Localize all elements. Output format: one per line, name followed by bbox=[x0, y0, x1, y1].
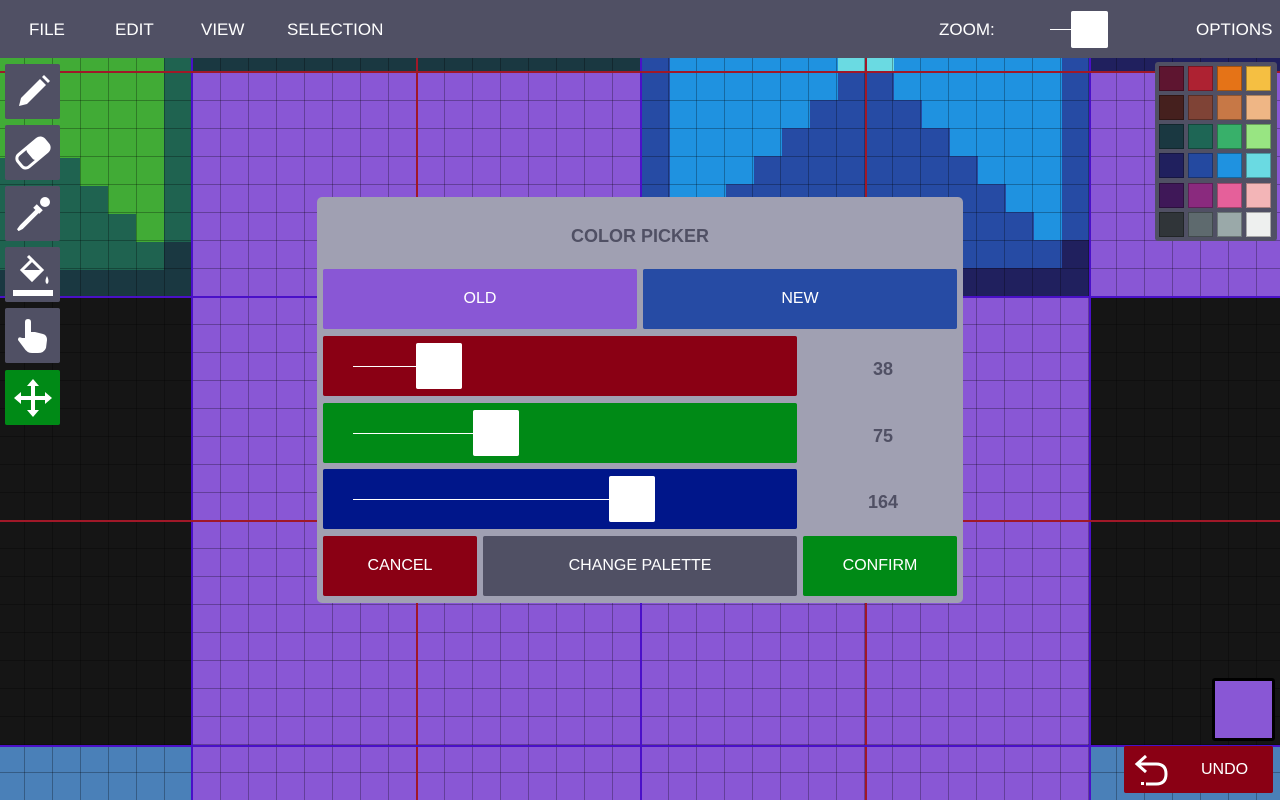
green-slider[interactable] bbox=[323, 403, 797, 463]
pencil-tool[interactable] bbox=[5, 64, 60, 119]
palette-swatch[interactable] bbox=[1159, 66, 1184, 91]
eraser-icon bbox=[14, 135, 51, 170]
red-slider-knob[interactable] bbox=[416, 343, 463, 389]
menu-bar: FILE EDIT VIEW SELECTION ZOOM: OPTIONS bbox=[0, 0, 1280, 58]
palette-swatch[interactable] bbox=[1246, 124, 1271, 150]
palette-swatch[interactable] bbox=[1246, 182, 1271, 208]
eraser-tool[interactable] bbox=[5, 125, 60, 180]
blue-slider-knob[interactable] bbox=[608, 476, 655, 522]
green-value: 75 bbox=[872, 426, 894, 446]
menu-selection[interactable]: SELECTION bbox=[287, 20, 384, 39]
undo-icon bbox=[1134, 754, 1168, 785]
color-palette bbox=[1155, 62, 1277, 241]
palette-swatch[interactable] bbox=[1246, 66, 1271, 91]
eyedropper-icon bbox=[16, 196, 50, 231]
new-color-swatch[interactable]: NEW bbox=[643, 269, 957, 329]
zoom-label: ZOOM: bbox=[939, 20, 995, 39]
undo-button[interactable]: UNDO bbox=[1124, 746, 1273, 793]
blue-slider[interactable] bbox=[323, 469, 797, 529]
menu-edit[interactable]: EDIT bbox=[115, 20, 154, 39]
red-slider[interactable] bbox=[323, 336, 797, 396]
palette-swatch[interactable] bbox=[1188, 124, 1213, 150]
paint-bucket-icon bbox=[12, 254, 53, 296]
menu-options[interactable]: OPTIONS bbox=[1196, 20, 1273, 39]
palette-swatch[interactable] bbox=[1188, 153, 1213, 179]
dialog-title: COLOR PICKER bbox=[570, 226, 709, 246]
palette-swatch[interactable] bbox=[1217, 211, 1242, 237]
eyedropper-tool[interactable] bbox=[5, 186, 60, 241]
palette-swatch[interactable] bbox=[1217, 95, 1242, 121]
color-picker-dialog: COLOR PICKER OLD NEW 38 75 164 CANCEL CH… bbox=[317, 197, 963, 603]
palette-swatch[interactable] bbox=[1217, 182, 1242, 208]
pan-tool[interactable] bbox=[5, 308, 60, 363]
palette-swatch[interactable] bbox=[1159, 211, 1184, 237]
palette-swatch[interactable] bbox=[1188, 182, 1213, 208]
current-color-swatch[interactable] bbox=[1212, 678, 1275, 741]
cancel-button[interactable]: CANCEL bbox=[323, 536, 477, 596]
palette-swatch[interactable] bbox=[1217, 66, 1242, 91]
red-value: 38 bbox=[872, 359, 894, 379]
confirm-button[interactable]: CONFIRM bbox=[803, 536, 957, 596]
palette-swatch[interactable] bbox=[1159, 182, 1184, 208]
green-slider-knob[interactable] bbox=[472, 410, 519, 456]
pencil-icon bbox=[18, 74, 50, 106]
zoom-slider-knob[interactable] bbox=[1071, 11, 1108, 48]
hand-icon bbox=[17, 318, 47, 353]
palette-swatch[interactable] bbox=[1159, 124, 1184, 150]
palette-swatch[interactable] bbox=[1159, 153, 1184, 179]
old-color-swatch[interactable]: OLD bbox=[323, 269, 637, 329]
palette-swatch[interactable] bbox=[1217, 124, 1242, 150]
menu-file[interactable]: FILE bbox=[29, 20, 65, 39]
undo-label: UNDO bbox=[1201, 760, 1249, 778]
palette-swatch[interactable] bbox=[1188, 95, 1213, 121]
menu-view[interactable]: VIEW bbox=[201, 20, 245, 39]
blue-value: 164 bbox=[867, 492, 899, 512]
paint-bucket-tool[interactable] bbox=[5, 247, 60, 302]
palette-swatch[interactable] bbox=[1188, 211, 1213, 237]
palette-swatch[interactable] bbox=[1246, 153, 1271, 179]
palette-swatch[interactable] bbox=[1217, 153, 1242, 179]
palette-swatch[interactable] bbox=[1159, 95, 1184, 121]
change-palette-button[interactable]: CHANGE PALETTE bbox=[483, 536, 797, 596]
palette-swatch[interactable] bbox=[1246, 95, 1271, 121]
move-icon bbox=[13, 378, 52, 417]
palette-swatch[interactable] bbox=[1188, 66, 1213, 91]
move-tool[interactable] bbox=[5, 370, 60, 425]
palette-swatch[interactable] bbox=[1246, 211, 1271, 237]
